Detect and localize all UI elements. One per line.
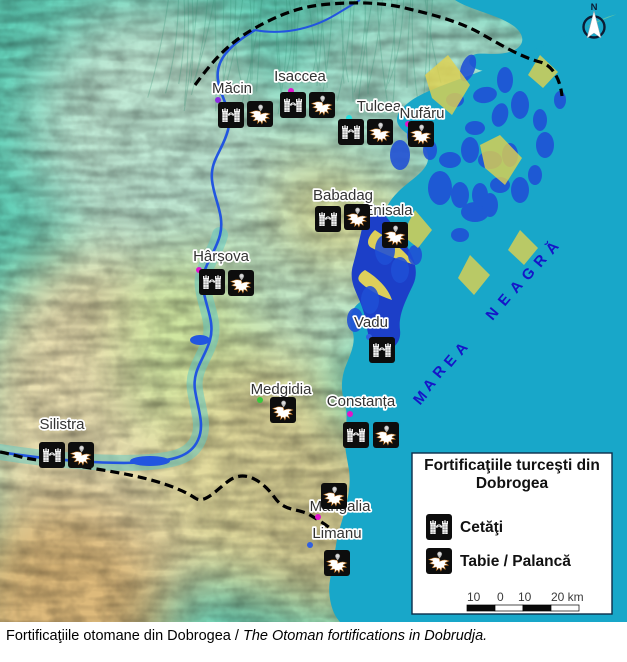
svg-text:Hârșova: Hârșova: [193, 248, 250, 265]
svg-text:Enisala: Enisala: [363, 202, 413, 219]
svg-text:10: 10: [467, 590, 481, 604]
svg-text:0: 0: [497, 590, 504, 604]
svg-text:Dobrogea: Dobrogea: [476, 475, 549, 492]
svg-text:Vadu: Vadu: [354, 314, 388, 331]
svg-text:20 km: 20 km: [551, 590, 584, 604]
svg-text:Cetăţi: Cetăţi: [460, 519, 503, 536]
svg-text:Măcin: Măcin: [212, 80, 252, 97]
svg-text:Fortificaţiile turceşti din: Fortificaţiile turceşti din: [424, 457, 600, 474]
svg-text:N: N: [591, 2, 598, 13]
svg-text:Constanța: Constanța: [327, 393, 396, 410]
svg-text:Isaccea: Isaccea: [274, 68, 326, 85]
svg-text:Tulcea: Tulcea: [357, 98, 402, 115]
svg-text:Medgidia: Medgidia: [251, 381, 313, 398]
svg-text:Silistra: Silistra: [39, 416, 85, 433]
svg-text:Limanu: Limanu: [312, 525, 361, 542]
svg-text:Tabie / Palancă: Tabie / Palancă: [460, 553, 571, 570]
svg-text:10: 10: [518, 590, 532, 604]
svg-text:Nufăru: Nufăru: [399, 105, 444, 122]
